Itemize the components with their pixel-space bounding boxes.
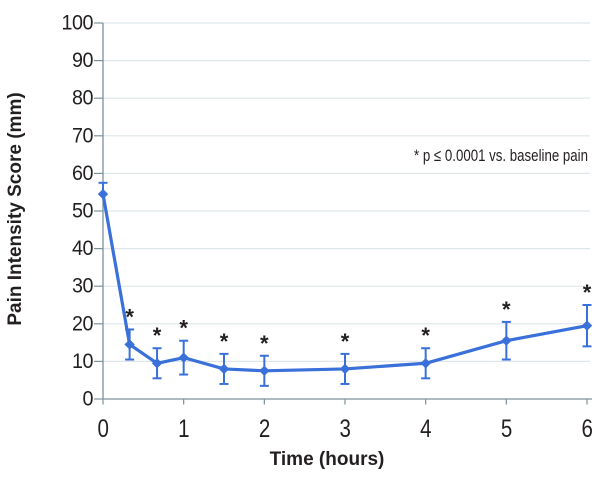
y-tick-label: 0	[83, 388, 94, 411]
y-tick-label: 40	[72, 237, 93, 260]
series-line	[101, 192, 589, 373]
x-tick-label: 2	[259, 415, 270, 443]
significance-asterisk: *	[341, 329, 350, 354]
data-point-marker	[501, 335, 512, 346]
y-axis-title: Pain Intensity Score (mm)	[5, 92, 26, 325]
y-tick-label: 50	[72, 200, 93, 223]
significance-note: * p ≤ 0.0001 vs. baseline pain	[414, 146, 588, 165]
y-tick-label: 30	[72, 275, 93, 298]
axes	[94, 22, 592, 405]
data-point-marker	[151, 358, 163, 369]
y-tick-label: 90	[72, 49, 93, 72]
y-tick-label: 10	[72, 350, 93, 373]
significance-asterisk: *	[125, 304, 134, 329]
significance-asterisk: *	[179, 316, 188, 341]
y-tick-label: 80	[72, 87, 93, 110]
significance-asterisk: *	[502, 297, 511, 322]
y-tick-label: 60	[72, 162, 93, 185]
tick-labels: 0 10 20 30 40 50 60 70 80 90 100 0 1 2 3 4 5 6	[62, 12, 594, 444]
y-tick-label: 100	[62, 12, 94, 35]
data-point-marker	[420, 358, 431, 369]
data-point-marker	[581, 320, 593, 331]
x-tick-label: 4	[420, 415, 431, 443]
plot-series: * * * * * * * * *	[97, 181, 593, 387]
significance-asterisk: *	[583, 280, 592, 305]
x-tick-label: 3	[340, 415, 351, 443]
gridlines	[103, 22, 590, 362]
data-point-marker	[259, 365, 270, 376]
data-point-marker	[339, 363, 351, 375]
x-axis-title: Time (hours)	[270, 449, 385, 470]
x-tick-label: 1	[178, 415, 189, 443]
significance-asterisk: *	[260, 331, 269, 356]
y-tick-label: 70	[72, 124, 93, 147]
significance-asterisk: *	[220, 329, 229, 354]
data-point-marker	[218, 363, 230, 375]
x-tick-label: 5	[501, 415, 512, 443]
significance-asterisk: *	[153, 323, 162, 348]
significance-asterisk: *	[421, 323, 430, 348]
data-point-marker	[97, 188, 109, 200]
x-tick-label: 0	[98, 415, 109, 443]
x-tick-label: 6	[582, 415, 593, 443]
y-tick-label: 20	[72, 312, 93, 335]
data-point-marker	[124, 339, 135, 350]
data-point-marker	[178, 352, 189, 363]
